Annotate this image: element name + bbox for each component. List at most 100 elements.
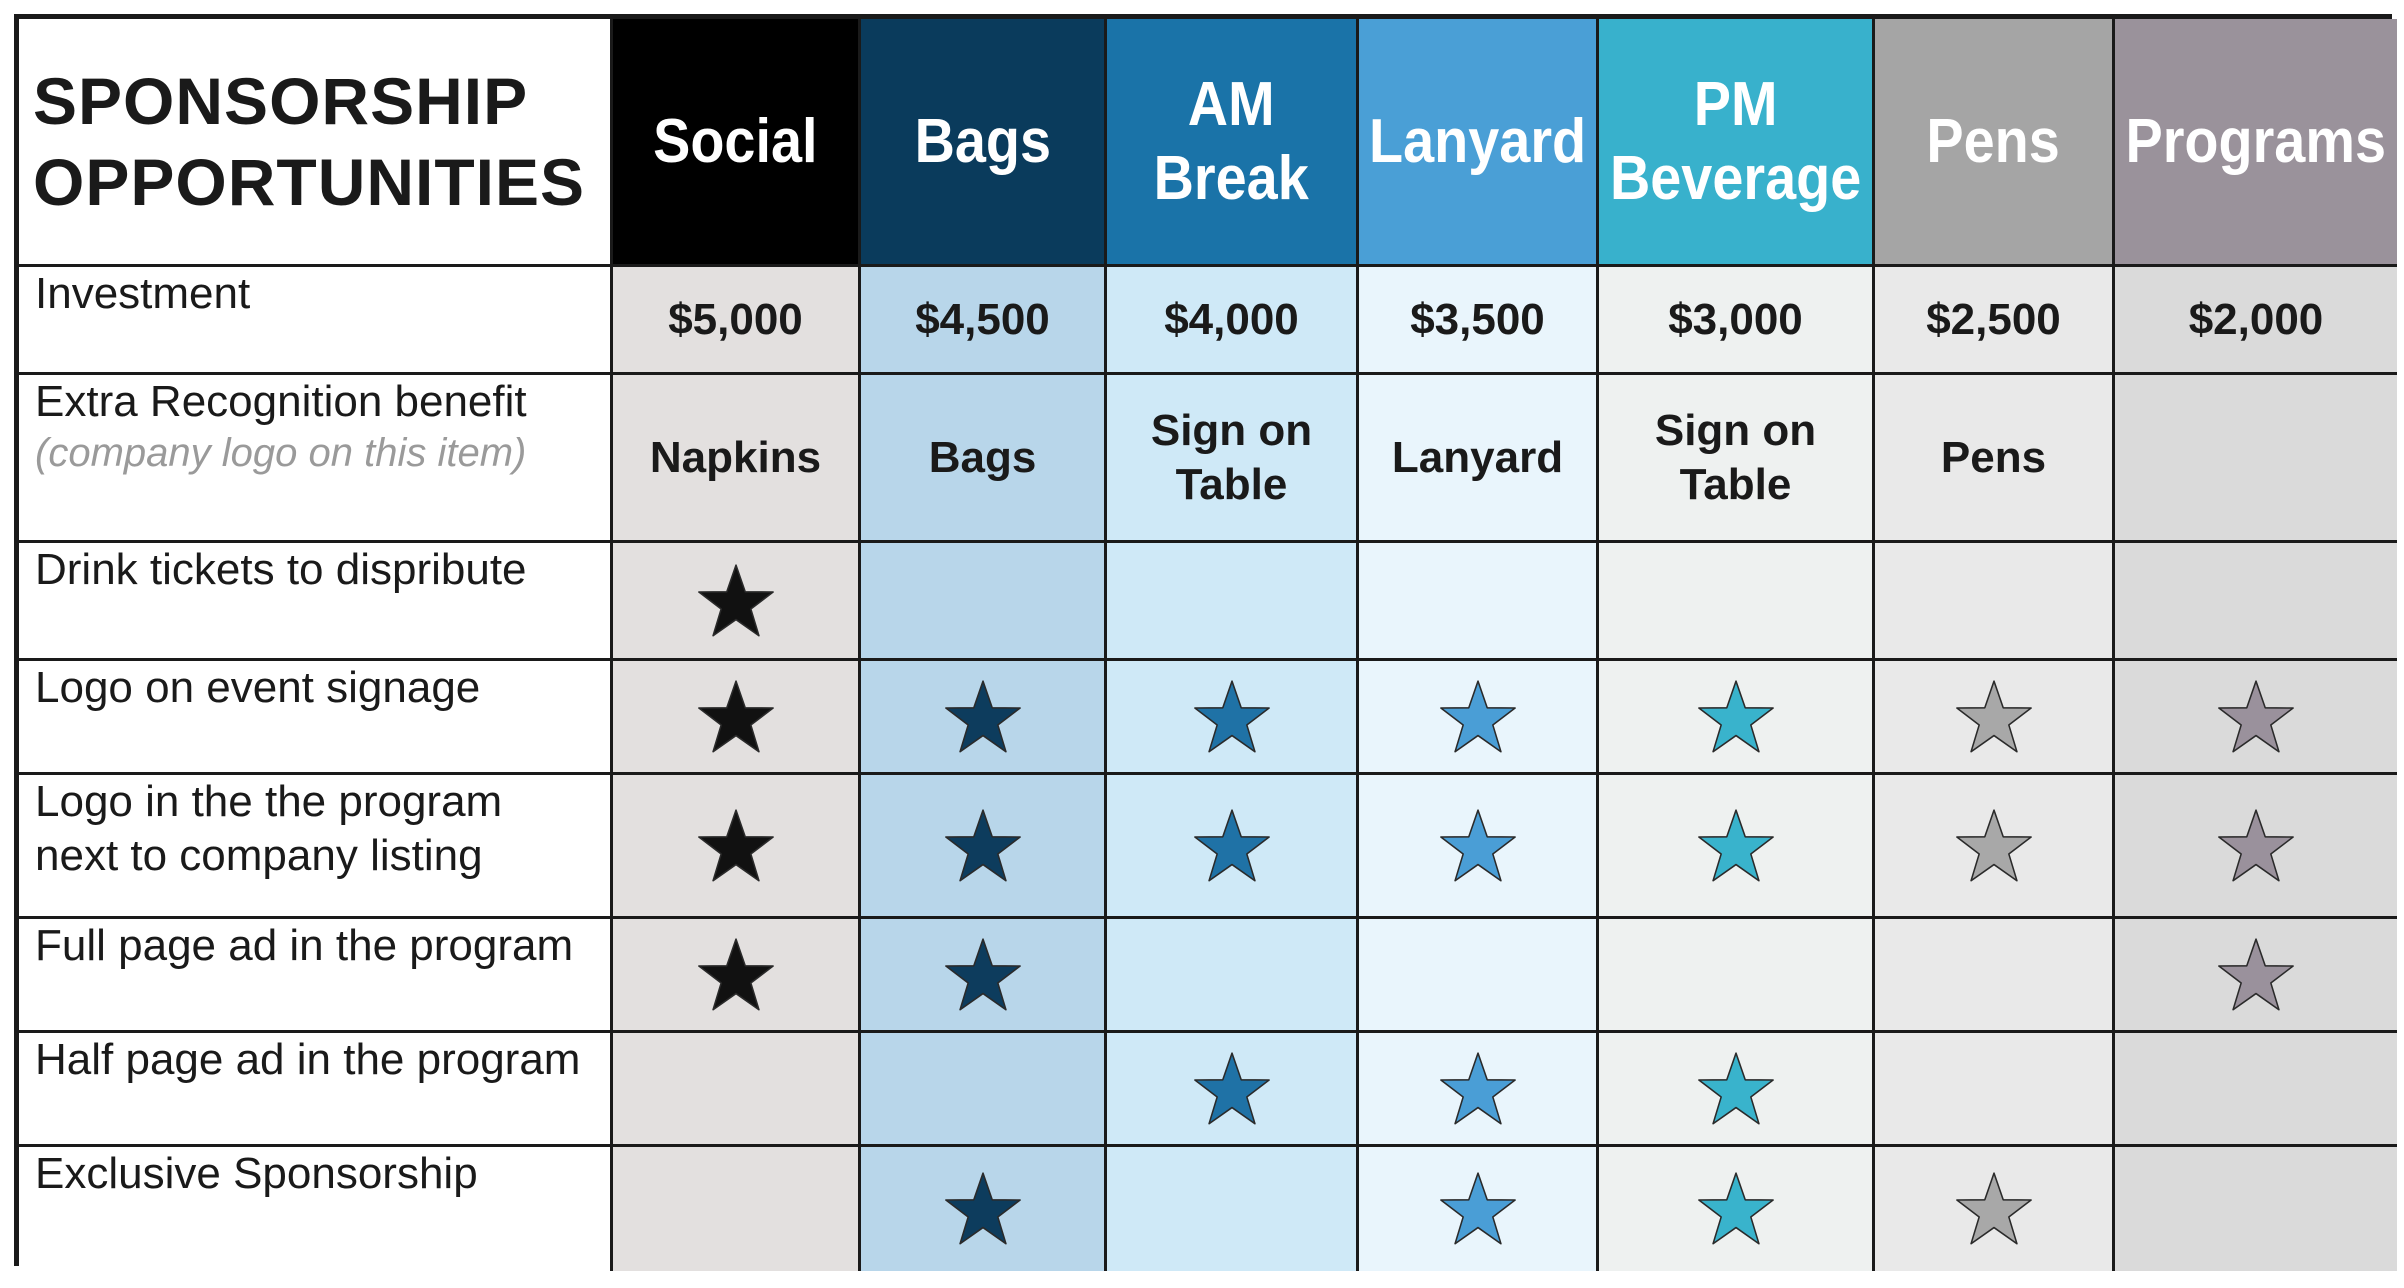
benefit-item: Bags	[929, 431, 1037, 485]
star-icon	[1697, 808, 1774, 881]
column-header-am-break: AM Break	[1107, 19, 1359, 267]
column-header-line: Break	[1153, 143, 1310, 213]
cell-investment-am-break: $4,000	[1107, 267, 1359, 375]
star-icon	[944, 808, 1021, 881]
cell-investment-social: $5,000	[613, 267, 861, 375]
row-label-logo-program-listing: Logo in the the program next to company …	[19, 775, 613, 919]
investment-price: $2,000	[2188, 294, 2324, 344]
column-header-line: AM	[1188, 70, 1275, 140]
cell-half-page-ad-am-break	[1107, 1033, 1359, 1147]
sponsorship-table: SPONSORSHIP OPPORTUNITIES Social Bags AM Brea…	[14, 14, 2397, 1271]
cell-extra-recognition-programs	[2115, 375, 2397, 543]
cell-extra-recognition-lanyard: Lanyard	[1359, 375, 1599, 543]
cell-logo-signage-lanyard	[1359, 661, 1599, 775]
cell-logo-signage-pm-beverage	[1599, 661, 1875, 775]
column-header-label: Pens	[1927, 105, 2060, 178]
cell-exclusive-lanyard	[1359, 1147, 1599, 1271]
row-label-logo-signage: Logo on event signage	[19, 661, 613, 775]
benefit-item: Sign on Table	[1151, 404, 1312, 511]
cell-full-page-ad-bags	[861, 919, 1107, 1033]
benefit-line: Napkins	[649, 432, 822, 482]
row-label-exclusive: Exclusive Sponsorship	[19, 1147, 613, 1271]
column-header-line: Programs	[2125, 106, 2387, 176]
column-header-label: Bags	[914, 105, 1050, 178]
star-icon	[2218, 937, 2294, 1010]
investment-price: $3,500	[1410, 294, 1545, 344]
column-header-line: PM	[1693, 70, 1778, 140]
star-icon	[1955, 1172, 2032, 1245]
star-icon	[1439, 679, 1516, 752]
column-header-line: Pens	[1926, 106, 2061, 176]
star-icon	[1439, 1172, 1516, 1245]
benefit-line: Lanyard	[1391, 432, 1564, 482]
cell-logo-signage-am-break	[1107, 661, 1359, 775]
star-icon	[944, 937, 1021, 1010]
star-icon	[944, 679, 1021, 752]
table-title: SPONSORSHIP OPPORTUNITIES	[19, 19, 613, 267]
cell-drink-tickets-am-break	[1107, 543, 1359, 661]
cell-exclusive-pm-beverage	[1599, 1147, 1875, 1271]
column-header-programs: Programs	[2115, 19, 2397, 267]
cell-drink-tickets-programs	[2115, 543, 2397, 661]
cell-half-page-ad-lanyard	[1359, 1033, 1599, 1147]
cell-logo-program-listing-am-break	[1107, 775, 1359, 919]
cell-half-page-ad-pens	[1875, 1033, 2115, 1147]
star-icon	[1193, 808, 1270, 881]
star-icon	[1193, 679, 1270, 752]
row-label-text: Extra Recognition benefit	[35, 377, 527, 426]
cell-exclusive-am-break	[1107, 1147, 1359, 1271]
column-header-line: Lanyard	[1368, 106, 1587, 176]
star-icon	[2218, 808, 2294, 881]
cell-extra-recognition-am-break: Sign on Table	[1107, 375, 1359, 543]
cell-logo-signage-pens	[1875, 661, 2115, 775]
column-header-label: AM Break	[1154, 68, 1309, 214]
cell-logo-program-listing-programs	[2115, 775, 2397, 919]
star-icon	[1697, 679, 1774, 752]
benefit-line: Table	[1679, 459, 1792, 509]
column-header-label: Programs	[2126, 105, 2387, 178]
cell-logo-signage-bags	[861, 661, 1107, 775]
benefit-line: Pens	[1940, 432, 2047, 482]
benefit-item: Pens	[1941, 431, 2046, 485]
cell-full-page-ad-social	[613, 919, 861, 1033]
star-icon	[1955, 808, 2032, 881]
cell-half-page-ad-pm-beverage	[1599, 1033, 1875, 1147]
row-label-text: Half page ad in the program	[35, 1035, 581, 1084]
star-icon	[1697, 1172, 1774, 1245]
cell-full-page-ad-pens	[1875, 919, 2115, 1033]
cell-investment-pm-beverage: $3,000	[1599, 267, 1875, 375]
cell-drink-tickets-lanyard	[1359, 543, 1599, 661]
column-header-bags: Bags	[861, 19, 1107, 267]
column-header-lanyard: Lanyard	[1359, 19, 1599, 267]
star-icon	[697, 563, 774, 636]
investment-price: $4,500	[915, 294, 1050, 344]
investment-price: $4,000	[1164, 294, 1299, 344]
row-label-text: Exclusive Sponsorship	[35, 1149, 478, 1198]
cell-extra-recognition-social: Napkins	[613, 375, 861, 543]
benefit-item: Napkins	[650, 431, 821, 485]
star-icon	[944, 1172, 1021, 1245]
column-header-label: Lanyard	[1369, 105, 1586, 178]
investment-price: $2,500	[1926, 294, 2061, 344]
row-label-text: Logo on event signage	[35, 663, 481, 712]
benefit-line: Table	[1175, 459, 1288, 509]
column-header-pens: Pens	[1875, 19, 2115, 267]
cell-investment-pens: $2,500	[1875, 267, 2115, 375]
star-icon	[1697, 1051, 1774, 1124]
benefit-item: Sign on Table	[1655, 404, 1816, 511]
cell-full-page-ad-programs	[2115, 919, 2397, 1033]
cell-full-page-ad-am-break	[1107, 919, 1359, 1033]
star-icon	[697, 679, 774, 752]
cell-half-page-ad-programs	[2115, 1033, 2397, 1147]
cell-drink-tickets-bags	[861, 543, 1107, 661]
benefit-item: Lanyard	[1392, 431, 1563, 485]
cell-exclusive-programs	[2115, 1147, 2397, 1271]
benefit-line: Sign on	[1654, 405, 1817, 455]
cell-full-page-ad-lanyard	[1359, 919, 1599, 1033]
row-sublabel-text: (company logo on this item)	[35, 430, 527, 475]
cell-extra-recognition-pm-beverage: Sign on Table	[1599, 375, 1875, 543]
cell-half-page-ad-bags	[861, 1033, 1107, 1147]
investment-price: $5,000	[668, 294, 803, 344]
star-icon	[1193, 1051, 1270, 1124]
benefit-line: Sign on	[1150, 405, 1313, 455]
